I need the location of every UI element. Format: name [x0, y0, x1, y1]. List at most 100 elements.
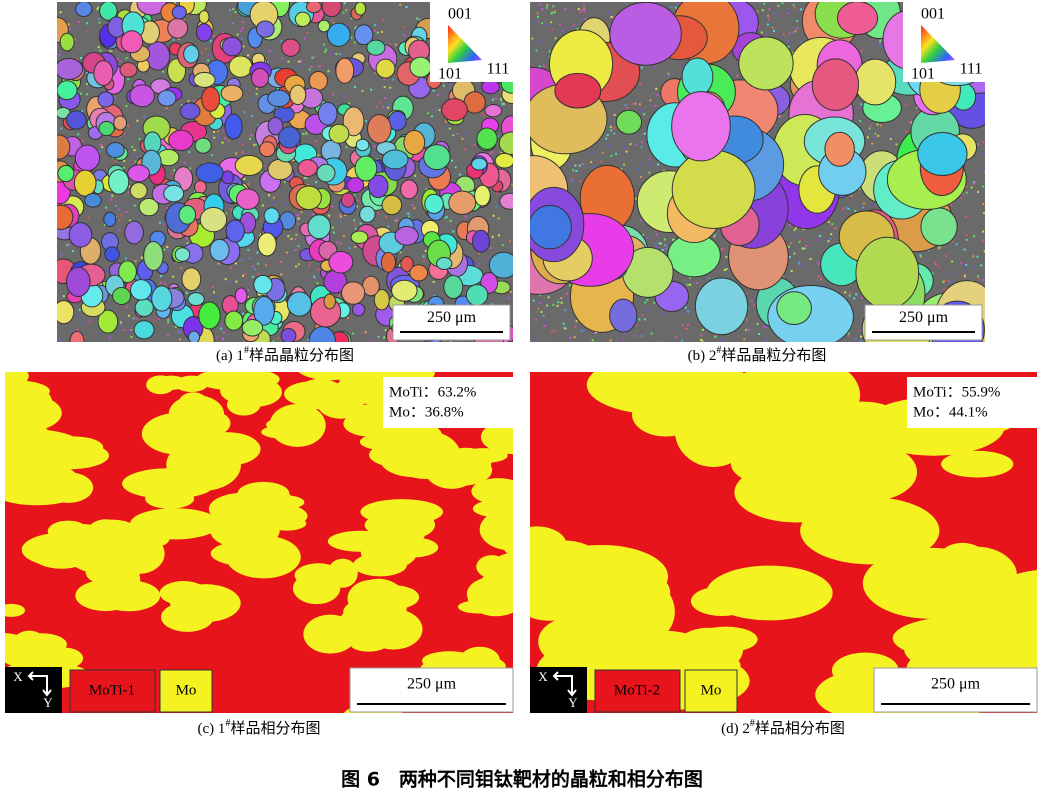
speck	[76, 57, 79, 60]
speck	[657, 341, 660, 342]
speck	[788, 224, 791, 227]
speck	[868, 127, 871, 130]
speck	[788, 256, 791, 259]
speck	[199, 86, 202, 89]
grain	[295, 185, 322, 211]
speck	[133, 204, 136, 207]
speck	[346, 317, 349, 320]
speck	[773, 12, 776, 15]
speck	[376, 31, 379, 34]
grain	[448, 190, 477, 215]
mo-phase	[466, 576, 513, 612]
speck	[225, 212, 228, 215]
grain	[57, 204, 74, 230]
speck	[323, 50, 326, 53]
legend-label: MoTi-2	[614, 682, 660, 698]
speck	[60, 127, 63, 130]
speck	[829, 238, 832, 241]
speck	[250, 134, 253, 137]
speck	[888, 135, 891, 138]
grain	[68, 222, 93, 248]
speck	[394, 219, 397, 222]
speck	[166, 245, 169, 248]
speck	[736, 74, 739, 77]
speck	[667, 74, 670, 77]
speck	[193, 190, 196, 193]
speck	[238, 140, 241, 143]
grain	[167, 17, 189, 39]
speck	[561, 29, 564, 32]
speck	[204, 47, 207, 50]
speck	[120, 321, 123, 324]
speck	[241, 143, 244, 146]
speck	[373, 24, 376, 27]
speck	[344, 214, 347, 217]
speck	[659, 242, 662, 245]
speck	[656, 94, 659, 97]
grain	[201, 86, 221, 112]
caption-text: 样品相分布图	[230, 720, 320, 737]
speck	[541, 22, 544, 25]
mo-phase	[932, 565, 1025, 615]
caption-text: 样品晶粒分布图	[721, 347, 826, 364]
axes-box	[530, 667, 587, 713]
speck	[340, 220, 343, 223]
speck	[448, 127, 451, 130]
speck	[686, 283, 689, 286]
speck	[166, 334, 169, 337]
speck	[680, 64, 683, 67]
speck	[551, 11, 554, 14]
speck	[700, 338, 703, 341]
speck	[664, 247, 667, 250]
caption-sup: #	[716, 345, 721, 356]
speck	[854, 337, 857, 340]
speck	[581, 163, 584, 166]
speck	[977, 190, 980, 193]
speck	[452, 134, 455, 137]
speck	[272, 196, 275, 199]
speck	[242, 21, 245, 24]
speck	[889, 137, 892, 140]
speck	[729, 73, 732, 76]
speck	[727, 54, 730, 57]
mo-phase	[195, 372, 280, 391]
speck	[110, 198, 113, 201]
speck	[532, 299, 535, 302]
speck	[172, 38, 175, 41]
speck	[160, 275, 163, 278]
speck	[800, 41, 803, 44]
speck	[719, 339, 722, 342]
mo-phase	[347, 579, 398, 618]
speck	[243, 272, 246, 275]
grain	[400, 255, 414, 273]
speck	[152, 318, 155, 321]
speck	[464, 215, 467, 218]
speck	[938, 246, 941, 249]
speck	[163, 282, 166, 285]
speck	[125, 105, 128, 108]
mo-phase	[43, 472, 94, 503]
mo-phase	[538, 616, 609, 667]
speck	[243, 87, 246, 90]
speck	[879, 40, 882, 43]
speck	[435, 108, 438, 111]
speck	[230, 208, 233, 211]
grain	[316, 163, 336, 183]
speck	[248, 257, 251, 260]
speck	[858, 187, 861, 190]
mo-phase	[706, 565, 833, 621]
speck	[323, 43, 326, 46]
speck	[580, 9, 583, 12]
grain	[57, 164, 75, 183]
speck	[414, 174, 417, 177]
speck	[601, 151, 604, 154]
speck	[483, 114, 486, 117]
speck	[76, 328, 79, 331]
speck	[797, 261, 800, 264]
speck	[713, 234, 716, 237]
speck	[243, 111, 246, 114]
speck	[623, 332, 626, 335]
speck	[224, 278, 227, 281]
speck	[87, 216, 90, 219]
